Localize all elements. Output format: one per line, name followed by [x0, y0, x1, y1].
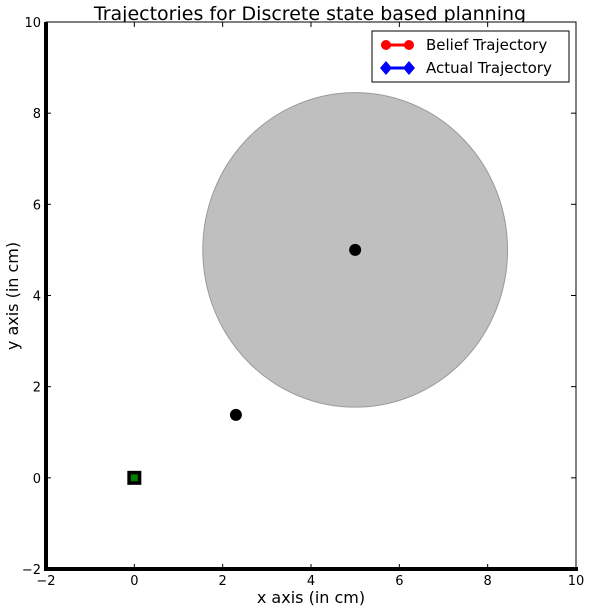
- x-tick-label-2: 2: [219, 574, 227, 589]
- data-point-square-inner-0: [130, 474, 138, 482]
- chart-title: Trajectories for Discrete state based pl…: [93, 3, 526, 25]
- x-axis-label: x axis (in cm): [257, 588, 365, 607]
- legend-actual-marker-right: [403, 61, 415, 75]
- x-tick-label-0: −2: [36, 574, 55, 589]
- y-axis-line: [44, 22, 48, 571]
- legend: Belief Trajectory Actual Trajectory: [371, 30, 570, 83]
- data-point-circle-2: [349, 243, 362, 256]
- legend-belief-label: Belief Trajectory: [426, 36, 547, 54]
- y-tick-label-6: 10: [24, 16, 41, 31]
- data-point-circle-1: [229, 408, 242, 421]
- points-layer: [127, 243, 362, 485]
- x-tick-label-3: 4: [307, 574, 315, 589]
- y-tick-label-1: 0: [33, 472, 41, 487]
- y-tick-label-2: 2: [33, 381, 41, 396]
- y-tick-label-4: 6: [33, 198, 41, 213]
- legend-entry-belief: Belief Trajectory: [381, 36, 547, 54]
- y-tick-label-5: 8: [33, 107, 41, 122]
- legend-box: [371, 30, 570, 83]
- y-tick-label-0: −2: [22, 563, 41, 578]
- legend-entry-actual: Actual Trajectory: [380, 59, 552, 77]
- legend-actual-marker-left: [380, 61, 392, 75]
- plot-area: [44, 21, 578, 571]
- y-tick-label-3: 4: [33, 290, 41, 305]
- legend-actual-label: Actual Trajectory: [426, 59, 552, 77]
- legend-belief-marker-right: [404, 40, 414, 50]
- legend-belief-marker-left: [381, 40, 391, 50]
- ticks-layer: −2 0 2 4 6 8 10 −2 0 2 4 6 8 10: [22, 16, 584, 589]
- x-tick-label-4: 6: [395, 574, 403, 589]
- x-tick-label-5: 8: [484, 574, 492, 589]
- y-axis-label: y axis (in cm): [3, 242, 22, 350]
- x-tick-label-1: 0: [130, 574, 138, 589]
- x-tick-label-6: 10: [568, 574, 585, 589]
